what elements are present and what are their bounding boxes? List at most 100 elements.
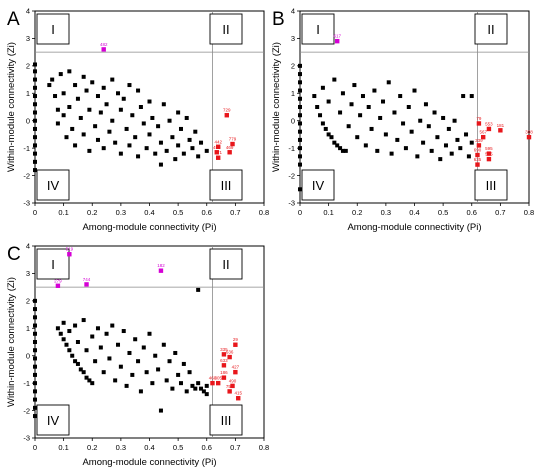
data-point: [156, 124, 161, 129]
data-point: [84, 375, 89, 380]
data-point: [415, 154, 420, 159]
data-point: [33, 69, 37, 74]
x-tick-label: 0.6: [202, 443, 212, 452]
data-point: [104, 102, 109, 107]
data-point: [187, 137, 192, 142]
point-label: 482: [100, 42, 108, 47]
data-point: [55, 107, 60, 112]
data-point: [443, 143, 448, 148]
data-point: [395, 137, 400, 142]
quadrant-box: [474, 169, 508, 201]
data-point: [136, 154, 141, 159]
x-tick-label: 0.6: [467, 208, 477, 217]
data-point: [320, 85, 325, 90]
data-point: [81, 132, 86, 137]
panel-letter: B: [272, 9, 285, 30]
point-label: 779: [229, 137, 237, 142]
data-point: [116, 91, 121, 96]
data-point: [193, 386, 198, 391]
point-label: 79: [476, 116, 482, 121]
x-axis-title: Among-module connectivity (Pi): [82, 222, 216, 233]
data-point: [187, 370, 192, 375]
data-point: [199, 140, 204, 145]
connector-point: [476, 121, 482, 126]
y-axis-title: Within-module connectivity (Zi): [6, 277, 17, 407]
quadrant-box: [209, 404, 243, 436]
data-point: [33, 307, 37, 312]
data-point: [90, 381, 95, 386]
point-label: 635: [474, 157, 482, 162]
point-label: 442: [214, 139, 222, 144]
x-tick-label: 0.5: [173, 443, 183, 452]
y-tick-label: 4: [291, 7, 295, 16]
data-point: [101, 370, 106, 375]
x-tick-label: 0.1: [58, 443, 68, 452]
data-point: [50, 77, 55, 82]
data-point: [156, 367, 161, 372]
connector-point: [475, 162, 480, 167]
data-point: [33, 143, 37, 148]
data-point: [113, 378, 118, 383]
x-tick-label: 0.5: [173, 208, 183, 217]
y-tick-label: -2: [23, 171, 30, 180]
x-tick-label: 0.2: [352, 208, 362, 217]
data-point: [73, 323, 78, 328]
connector-point: [233, 369, 238, 375]
data-point: [386, 80, 391, 85]
data-point: [95, 94, 100, 99]
point-label: 415: [234, 391, 242, 396]
data-point: [320, 121, 325, 126]
data-point: [124, 126, 129, 131]
data-point: [33, 94, 37, 99]
quadrant-label: I: [316, 22, 320, 37]
data-point: [184, 389, 189, 394]
y-tick-label: 2: [26, 62, 30, 71]
quadrant-label: III: [221, 178, 232, 193]
data-point: [33, 102, 37, 107]
data-point: [75, 340, 80, 344]
data-point: [298, 154, 302, 159]
data-point: [87, 378, 92, 383]
quadrant-box: [36, 169, 70, 201]
data-point: [75, 96, 80, 101]
y-axis-title: Within-module connectivity (Zi): [6, 42, 17, 172]
data-point: [383, 132, 388, 137]
data-point: [298, 146, 302, 151]
data-point: [147, 132, 152, 137]
connector-point: [230, 141, 235, 147]
connector-point: [227, 354, 232, 360]
point-label: 182: [157, 263, 165, 268]
quadrant-box: [209, 169, 243, 201]
data-point: [466, 154, 471, 159]
data-point: [130, 113, 135, 118]
data-point: [323, 126, 328, 131]
x-tick-label: 0: [33, 443, 37, 452]
y-tick-label: -3: [288, 199, 295, 208]
y-axis-title: Within-module connectivity (Zi): [271, 42, 282, 172]
data-point: [90, 334, 95, 339]
connector-point: [216, 144, 221, 149]
data-point: [61, 337, 66, 342]
data-point: [78, 367, 83, 372]
x-tick-label: 0.6: [202, 208, 212, 217]
data-point: [435, 135, 440, 140]
data-point: [73, 143, 78, 148]
data-point: [176, 110, 181, 115]
data-point: [33, 372, 37, 377]
data-point: [75, 361, 80, 366]
module-hub-point: [158, 268, 164, 273]
data-point: [378, 115, 383, 120]
data-point: [141, 121, 146, 126]
data-point: [332, 140, 337, 145]
connector-point: [227, 389, 232, 394]
x-tick-label: 0.4: [144, 208, 154, 217]
data-point: [90, 80, 95, 85]
data-point: [98, 345, 103, 350]
data-point: [190, 146, 195, 151]
data-point: [338, 146, 343, 151]
data-point: [158, 408, 163, 413]
data-point: [121, 329, 126, 334]
data-point: [84, 88, 89, 93]
data-point: [369, 126, 374, 131]
x-tick-label: 0.3: [381, 208, 391, 217]
